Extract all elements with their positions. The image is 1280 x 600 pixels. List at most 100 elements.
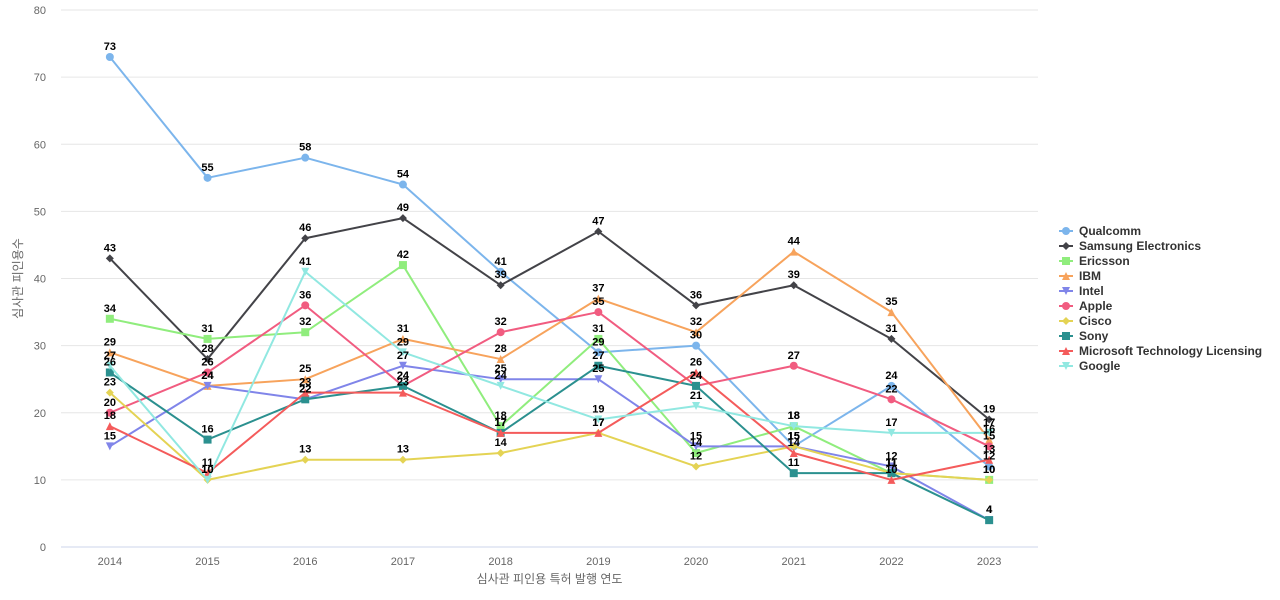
data-point[interactable] xyxy=(496,422,505,431)
data-point[interactable] xyxy=(203,173,212,182)
data-point[interactable] xyxy=(789,449,798,458)
data-point[interactable] xyxy=(789,281,798,290)
data-point[interactable] xyxy=(789,469,798,478)
data-point[interactable] xyxy=(985,428,994,437)
data-point[interactable] xyxy=(105,368,114,377)
data-point[interactable] xyxy=(301,301,310,310)
series-line[interactable] xyxy=(109,217,990,421)
data-point[interactable] xyxy=(887,428,896,437)
data-point[interactable] xyxy=(789,422,798,431)
data-point[interactable] xyxy=(594,227,603,236)
data-point[interactable] xyxy=(496,375,505,384)
data-point[interactable] xyxy=(301,395,310,404)
data-point[interactable] xyxy=(594,428,603,437)
data-point[interactable] xyxy=(496,281,505,290)
series-line[interactable] xyxy=(109,364,990,522)
data-point[interactable] xyxy=(301,153,310,162)
data-point[interactable] xyxy=(105,52,114,61)
data-point[interactable] xyxy=(594,348,603,357)
data-point[interactable] xyxy=(105,361,114,370)
data-point[interactable] xyxy=(398,214,407,223)
data-point[interactable] xyxy=(203,435,212,444)
data-point[interactable] xyxy=(692,402,701,411)
legend-item[interactable]: Samsung Electronics xyxy=(1059,239,1201,253)
legend-item[interactable]: Qualcomm xyxy=(1059,224,1141,238)
legend-item[interactable]: Ericsson xyxy=(1059,254,1130,268)
data-point[interactable] xyxy=(496,328,505,337)
data-point[interactable] xyxy=(203,355,212,364)
legend-item[interactable]: Google xyxy=(1059,359,1121,373)
data-point[interactable] xyxy=(594,294,603,303)
data-point[interactable] xyxy=(594,375,603,384)
legend-item[interactable]: Apple xyxy=(1059,299,1113,313)
data-point[interactable] xyxy=(301,328,310,337)
data-point[interactable] xyxy=(301,267,310,276)
data-point[interactable] xyxy=(105,314,114,323)
data-point[interactable] xyxy=(887,334,896,343)
data-point[interactable] xyxy=(496,381,505,390)
data-point[interactable] xyxy=(692,368,701,377)
data-point[interactable] xyxy=(985,475,994,484)
data-point[interactable] xyxy=(985,516,994,525)
legend-item[interactable]: Cisco xyxy=(1059,314,1112,328)
data-point[interactable] xyxy=(692,301,701,310)
data-point[interactable] xyxy=(692,328,701,337)
data-point[interactable] xyxy=(594,334,603,343)
data-point[interactable] xyxy=(398,388,407,397)
series-line[interactable] xyxy=(109,270,990,481)
legend-item[interactable]: Sony xyxy=(1059,329,1109,343)
data-point[interactable] xyxy=(398,381,407,390)
data-point[interactable] xyxy=(398,361,407,370)
data-point[interactable] xyxy=(692,341,701,350)
data-point[interactable] xyxy=(594,361,603,370)
data-point[interactable] xyxy=(105,408,114,417)
legend-item[interactable]: Microsoft Technology Licensing xyxy=(1059,344,1262,358)
data-point[interactable] xyxy=(496,428,505,437)
data-point[interactable] xyxy=(692,449,701,458)
data-point[interactable] xyxy=(398,261,407,270)
data-point[interactable] xyxy=(985,415,994,424)
data-point[interactable] xyxy=(692,381,701,390)
data-point[interactable] xyxy=(789,247,798,256)
series-line[interactable] xyxy=(109,371,990,481)
data-point[interactable] xyxy=(203,475,212,484)
data-point[interactable] xyxy=(301,455,310,464)
series-line[interactable] xyxy=(109,364,990,522)
data-point[interactable] xyxy=(789,442,798,451)
data-point[interactable] xyxy=(692,462,701,471)
data-point[interactable] xyxy=(887,308,896,317)
data-point[interactable] xyxy=(692,442,701,451)
data-point[interactable] xyxy=(887,462,896,471)
data-point[interactable] xyxy=(203,334,212,343)
series-line[interactable] xyxy=(109,264,990,481)
series-line[interactable] xyxy=(109,56,990,468)
data-point[interactable] xyxy=(398,334,407,343)
data-point[interactable] xyxy=(301,388,310,397)
data-point[interactable] xyxy=(789,361,798,370)
data-point[interactable] xyxy=(985,455,994,464)
data-point[interactable] xyxy=(301,375,310,384)
data-point[interactable] xyxy=(594,415,603,424)
data-point[interactable] xyxy=(105,442,114,451)
data-point[interactable] xyxy=(301,234,310,243)
data-point[interactable] xyxy=(105,348,114,357)
data-point[interactable] xyxy=(887,381,896,390)
series-line[interactable] xyxy=(109,391,990,481)
data-point[interactable] xyxy=(398,348,407,357)
data-point[interactable] xyxy=(105,254,114,263)
legend-item[interactable]: Intel xyxy=(1059,284,1104,298)
data-point[interactable] xyxy=(496,449,505,458)
data-point[interactable] xyxy=(985,442,994,451)
data-point[interactable] xyxy=(496,267,505,276)
data-point[interactable] xyxy=(887,475,896,484)
data-point[interactable] xyxy=(985,462,994,471)
data-point[interactable] xyxy=(496,355,505,364)
data-point[interactable] xyxy=(594,308,603,317)
data-point[interactable] xyxy=(203,381,212,390)
series-line[interactable] xyxy=(109,250,990,441)
series-line[interactable] xyxy=(109,304,990,448)
data-point[interactable] xyxy=(887,469,896,478)
data-point[interactable] xyxy=(985,435,994,444)
data-point[interactable] xyxy=(887,395,896,404)
